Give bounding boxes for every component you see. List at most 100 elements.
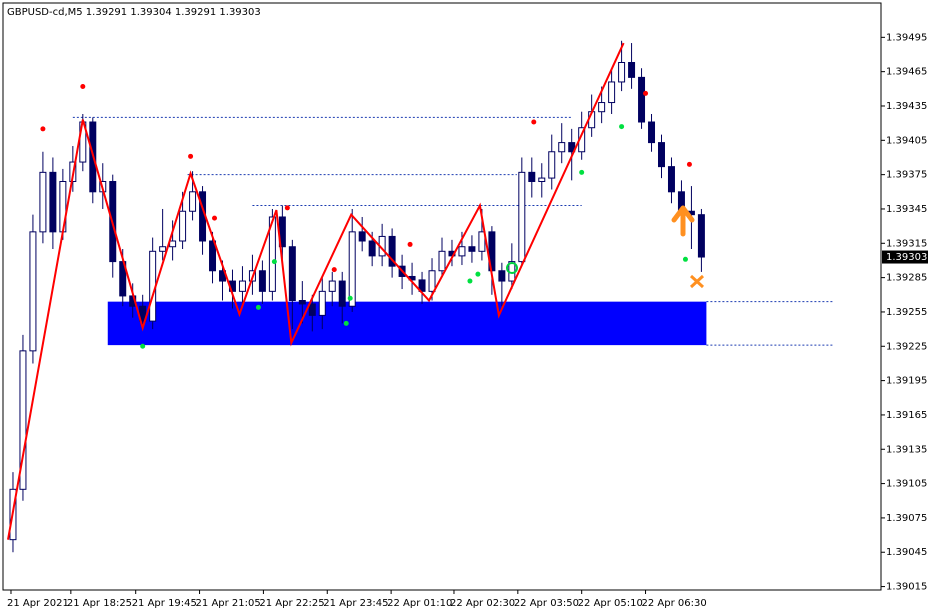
- y-tick-label: 1.39465: [886, 67, 927, 78]
- red-dots: [531, 119, 537, 125]
- x-tick-label: 21 Apr 23:45: [323, 598, 388, 609]
- signal-circle: [506, 262, 518, 274]
- candle-body: [39, 171, 47, 233]
- x-tick-label: 22 Apr 05:10: [578, 598, 643, 609]
- candle-body: [268, 216, 276, 292]
- candle-body: [478, 231, 486, 252]
- candle-body: [518, 171, 526, 263]
- candle-body: [558, 142, 566, 153]
- candle-body: [49, 171, 57, 233]
- candle-body: [388, 235, 396, 267]
- candle-body: [358, 231, 366, 242]
- candle-body: [238, 280, 246, 292]
- y-tick-label: 1.39315: [886, 238, 927, 249]
- candle-body: [189, 191, 197, 212]
- candle-body: [638, 76, 646, 123]
- green-dots: [343, 320, 349, 326]
- red-dots: [80, 84, 86, 90]
- candle-body: [169, 240, 177, 248]
- candle-body: [308, 303, 316, 316]
- candle-body: [468, 246, 476, 252]
- candle-body: [328, 280, 336, 292]
- green-dots: [619, 124, 625, 130]
- x-tick-label: 22 Apr 01:10: [387, 598, 452, 609]
- candle-body: [697, 214, 705, 258]
- y-tick-label: 1.39285: [886, 273, 927, 284]
- candle-body: [159, 246, 167, 252]
- candle-body: [458, 246, 466, 257]
- candle-body: [428, 270, 436, 292]
- red-dots: [407, 241, 413, 247]
- green-dots: [255, 304, 261, 310]
- y-tick-label: 1.39495: [886, 32, 927, 43]
- x-tick-label: 22 Apr 02:30: [450, 598, 515, 609]
- plot-area: [7, 40, 834, 553]
- y-tick-label: 1.39195: [886, 376, 927, 387]
- y-tick-label: 1.39075: [886, 513, 927, 524]
- x-tick-label: 22 Apr 06:30: [642, 598, 707, 609]
- x-tick-label: 21 Apr 21:05: [196, 598, 261, 609]
- red-dots: [188, 153, 194, 159]
- candle-body: [209, 240, 217, 272]
- stop-cross: [689, 274, 705, 289]
- zigzag-line: [7, 42, 625, 540]
- candle-body: [29, 231, 37, 352]
- current-price: 1.39303: [886, 252, 927, 263]
- green-dots: [467, 278, 473, 284]
- candle-body: [338, 280, 346, 307]
- green-dots: [682, 256, 688, 262]
- candle-body: [667, 166, 675, 193]
- x-tick-label: 21 Apr 2021: [7, 598, 69, 609]
- candle-body: [298, 300, 306, 305]
- buy-arrow: [671, 205, 695, 237]
- candle-body: [318, 290, 326, 316]
- candle-body: [528, 171, 536, 183]
- y-tick-label: 1.39405: [886, 135, 927, 146]
- y-tick-label: 1.39255: [886, 307, 927, 318]
- candle-body: [179, 210, 187, 242]
- y-tick-label: 1.39435: [886, 101, 927, 112]
- green-dots: [271, 259, 277, 265]
- green-dots: [579, 169, 585, 175]
- candle-body: [628, 62, 636, 78]
- green-dots: [475, 271, 481, 277]
- candle-body: [139, 305, 147, 322]
- red-dots: [331, 267, 337, 273]
- x-tick-label: 22 Apr 03:50: [514, 598, 579, 609]
- candle-body: [368, 240, 376, 257]
- y-tick-label: 1.39225: [886, 341, 927, 352]
- y-tick-label: 1.39345: [886, 204, 927, 215]
- candle-body: [348, 231, 356, 307]
- candle-body: [648, 121, 656, 144]
- green-dots: [140, 343, 146, 349]
- green-dots: [347, 295, 353, 301]
- red-dots: [212, 215, 218, 221]
- x-tick-label: 21 Apr 18:25: [67, 598, 132, 609]
- candle-body: [19, 350, 27, 490]
- candle-body: [258, 270, 266, 292]
- red-dots: [40, 126, 46, 132]
- y-tick-label: 1.39135: [886, 444, 927, 455]
- y-tick-label: 1.39045: [886, 547, 927, 558]
- candle-body: [288, 246, 296, 302]
- red-dots: [643, 90, 649, 96]
- candle-body: [568, 142, 576, 153]
- candle-body: [608, 81, 616, 104]
- red-dots: [284, 205, 290, 211]
- y-tick-label: 1.39165: [886, 410, 927, 421]
- candle-body: [548, 151, 556, 179]
- price-tag: [882, 250, 928, 264]
- red-dots: [686, 161, 692, 167]
- candle-body: [498, 270, 506, 282]
- candle-body: [658, 142, 665, 168]
- y-tick-label: 1.39375: [886, 170, 927, 181]
- candle-body: [438, 250, 446, 272]
- candle-body: [598, 102, 606, 113]
- x-tick-label: 21 Apr 22:25: [259, 598, 324, 609]
- chart-title: GBPUSD-cd,M5 1.39291 1.39304 1.39291 1.3…: [7, 7, 261, 18]
- y-tick-label: 1.39015: [886, 582, 927, 593]
- candle-body: [538, 177, 546, 183]
- zone: [107, 301, 707, 346]
- y-tick-label: 1.39105: [886, 479, 927, 490]
